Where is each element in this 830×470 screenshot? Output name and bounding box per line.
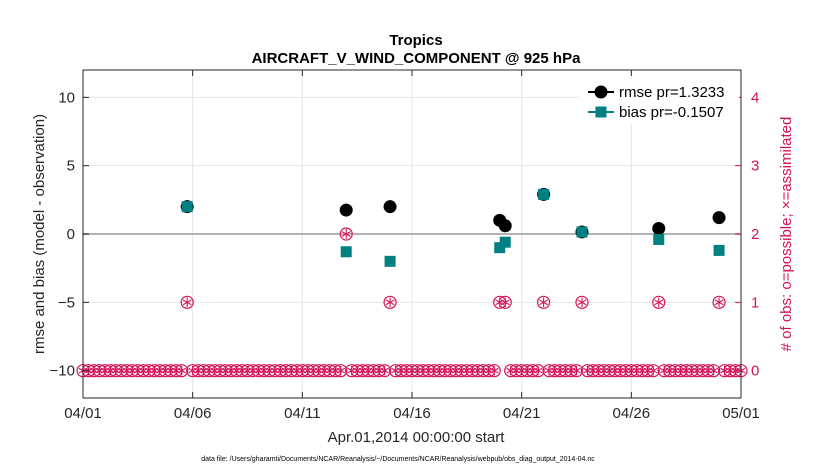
obs-assimilated-marker <box>489 365 499 376</box>
bias-point <box>340 246 352 258</box>
obs-assimilated-marker <box>572 365 581 376</box>
obs-assimilated-marker <box>336 365 346 376</box>
y-tick-label: 0 <box>67 226 75 243</box>
x-tick-label: 04/26 <box>613 405 651 422</box>
obs-assimilated-marker <box>709 365 719 376</box>
bias-point <box>576 226 588 238</box>
rmse-point <box>652 222 666 236</box>
data-file-footnote: data file: /Users/gharamti/Documents/NCA… <box>201 456 595 463</box>
right-y-tick-label: 3 <box>751 158 759 175</box>
x-tick-label: 04/11 <box>284 405 320 422</box>
y-tick-label: −5 <box>58 294 75 311</box>
rmse-point <box>712 211 726 225</box>
obs-possible-marker <box>706 364 721 378</box>
obs-possible-marker <box>536 295 551 309</box>
y-tick-label: 10 <box>58 89 75 106</box>
obs-possible-marker <box>575 295 589 309</box>
obs-assimilated-marker <box>341 229 351 239</box>
right-y-tick-label: 2 <box>751 226 759 243</box>
legend-rmse-label: rmse pr=1.3233 <box>619 84 724 101</box>
obs-assimilated-marker <box>177 365 187 376</box>
chart-subtitle: AIRCRAFT_V_WIND_COMPONENT @ 925 hPa <box>252 50 582 67</box>
x-tick-label: 05/01 <box>722 405 760 422</box>
data-marks <box>76 187 748 378</box>
obs-assimilated-marker <box>654 297 664 308</box>
rmse-point <box>383 200 397 214</box>
obs-assimilated-marker <box>648 365 658 376</box>
x-tick-label: 04/01 <box>64 405 102 422</box>
rmse-point <box>339 203 353 217</box>
axis-ticks: 04/01 04/06 04/11 04/16 04/21 04/26 05/01 −10 −5… <box>50 70 760 422</box>
right-y-tick-label: 4 <box>751 89 759 106</box>
x-tick-label: 04/21 <box>503 405 541 422</box>
chart-title: Tropics <box>389 32 442 49</box>
legend-bias-marker <box>595 106 607 118</box>
obs-possible-marker <box>175 364 189 378</box>
bias-point <box>181 201 193 213</box>
obs-possible-marker <box>377 364 392 378</box>
obs-assimilated-marker <box>714 297 724 308</box>
bias-point <box>499 236 511 248</box>
bias-point <box>653 233 665 245</box>
obs-possible-marker <box>180 295 194 309</box>
obs-possible-marker <box>334 364 348 378</box>
x-tick-label: 04/16 <box>393 405 431 422</box>
right-y-tick-label: 1 <box>751 294 759 311</box>
rmse-point <box>498 219 512 233</box>
obs-assimilated-marker <box>577 297 587 308</box>
obs-possible-marker <box>646 364 660 378</box>
y-tick-label: 5 <box>67 158 75 175</box>
obs-assimilated-marker <box>182 297 192 308</box>
legend: rmse pr=1.3233 bias pr=-0.1507 <box>579 79 739 123</box>
bias-point <box>384 255 396 267</box>
legend-bias-label: bias pr=-0.1507 <box>619 104 724 121</box>
legend-rmse-marker <box>594 85 608 99</box>
bias-point <box>538 188 550 200</box>
obs-assimilated-marker <box>500 297 510 308</box>
obs-possible-marker <box>487 364 501 378</box>
obs-assimilated-marker <box>380 365 390 376</box>
x-tick-label: 04/06 <box>174 405 212 422</box>
right-y-tick-label: 0 <box>751 363 759 380</box>
y-tick-label: −10 <box>50 363 75 380</box>
obs-possible-marker <box>383 295 397 309</box>
obs-possible-marker <box>531 364 545 378</box>
obs-possible-marker <box>652 295 666 309</box>
bias-point <box>713 244 725 256</box>
x-axis-label: Apr.01,2014 00:00:00 start <box>328 429 506 446</box>
right-y-axis-label: # of obs: o=possible; ×=assimilated <box>778 117 795 352</box>
obs-assimilated-marker <box>385 297 395 308</box>
obs-assimilated-marker <box>533 365 543 376</box>
obs-possible-marker <box>569 364 584 378</box>
obs-assimilated-marker <box>539 297 549 308</box>
y-axis-label: rmse and bias (model - observation) <box>31 114 48 354</box>
obs-possible-marker <box>339 227 353 241</box>
obs-possible-marker <box>712 295 726 309</box>
